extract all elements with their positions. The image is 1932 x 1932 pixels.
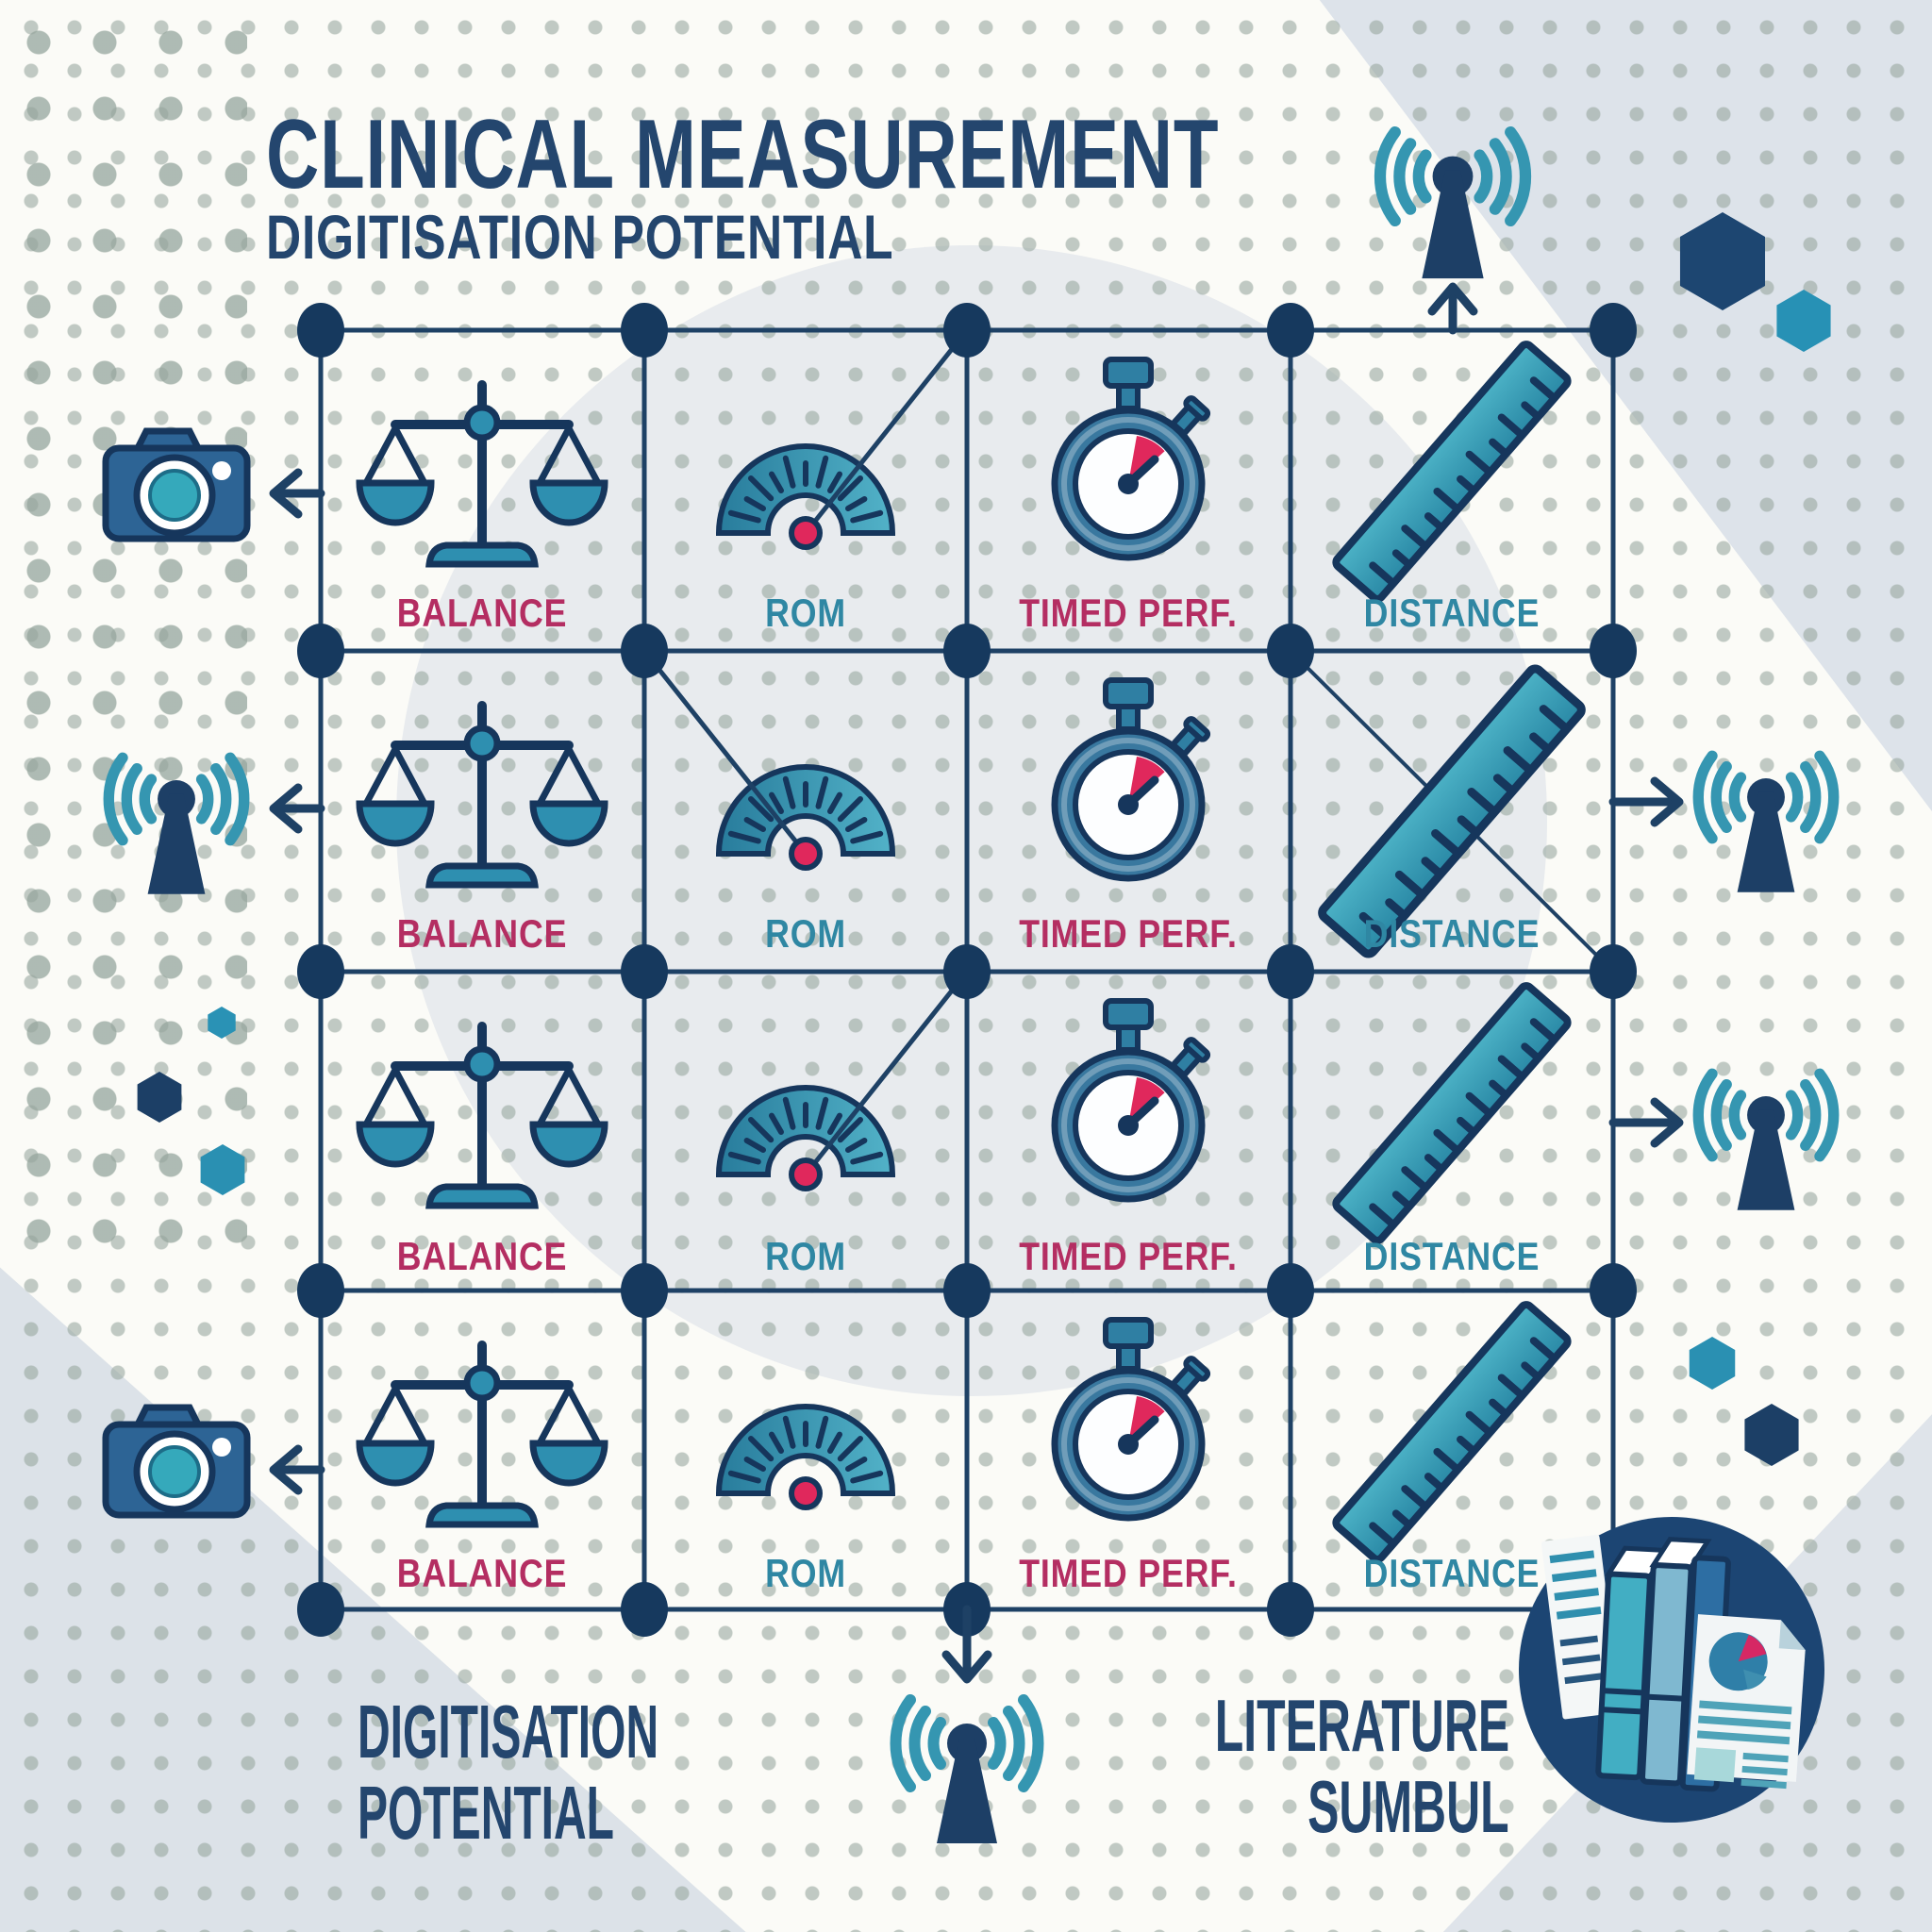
arrow-up-icon (1427, 282, 1478, 335)
arrow-right-icon (1608, 1097, 1684, 1148)
arrow-left-icon (269, 1444, 325, 1495)
literature-badge (1519, 1517, 1824, 1823)
cell-label-row4-col4: DISTANCE (1363, 1551, 1541, 1595)
arrow-left-icon (269, 783, 325, 834)
footer-right-line2: SUMBUL (1307, 1765, 1509, 1848)
cell-label-row4-col1: BALANCE (396, 1551, 568, 1595)
cell-label-row2-col4: DISTANCE (1363, 911, 1541, 956)
page-title: CLINICAL MEASUREMENT (266, 100, 1220, 209)
arrow-left-icon (269, 468, 325, 519)
cell-label-row3-col1: BALANCE (396, 1234, 568, 1278)
arrow-down-icon (941, 1605, 992, 1684)
cell-label-row1-col3: TIMED PERF. (1019, 591, 1238, 635)
cell-label-row2-col2: ROM (765, 911, 846, 956)
cell-label-row3-col4: DISTANCE (1363, 1234, 1541, 1278)
page-subtitle: DIGITISATION POTENTIAL (266, 202, 894, 272)
cell-label-row1-col1: BALANCE (396, 591, 568, 635)
cell-label-row1-col4: DISTANCE (1363, 591, 1541, 635)
cell-label-row2-col3: TIMED PERF. (1019, 911, 1238, 956)
footer-left-line2: POTENTIAL (358, 1771, 614, 1855)
gauge-pivot-dots (789, 516, 823, 1510)
footer-right-line1: LITERATURE (1214, 1684, 1509, 1767)
cell-label-row2-col1: BALANCE (396, 911, 568, 956)
arrow-right-icon (1608, 776, 1684, 827)
cell-label-row4-col2: ROM (765, 1551, 846, 1595)
report-page-icon (1687, 1614, 1806, 1790)
cell-label-row3-col3: TIMED PERF. (1019, 1234, 1238, 1278)
connector-arrows (269, 282, 1684, 1684)
cell-label-row4-col3: TIMED PERF. (1019, 1551, 1238, 1595)
gauge-needles (642, 328, 969, 1176)
cell-label-row3-col2: ROM (765, 1234, 846, 1278)
cell-label-row1-col2: ROM (765, 591, 846, 635)
footer-left-line1: DIGITISATION (358, 1690, 659, 1774)
